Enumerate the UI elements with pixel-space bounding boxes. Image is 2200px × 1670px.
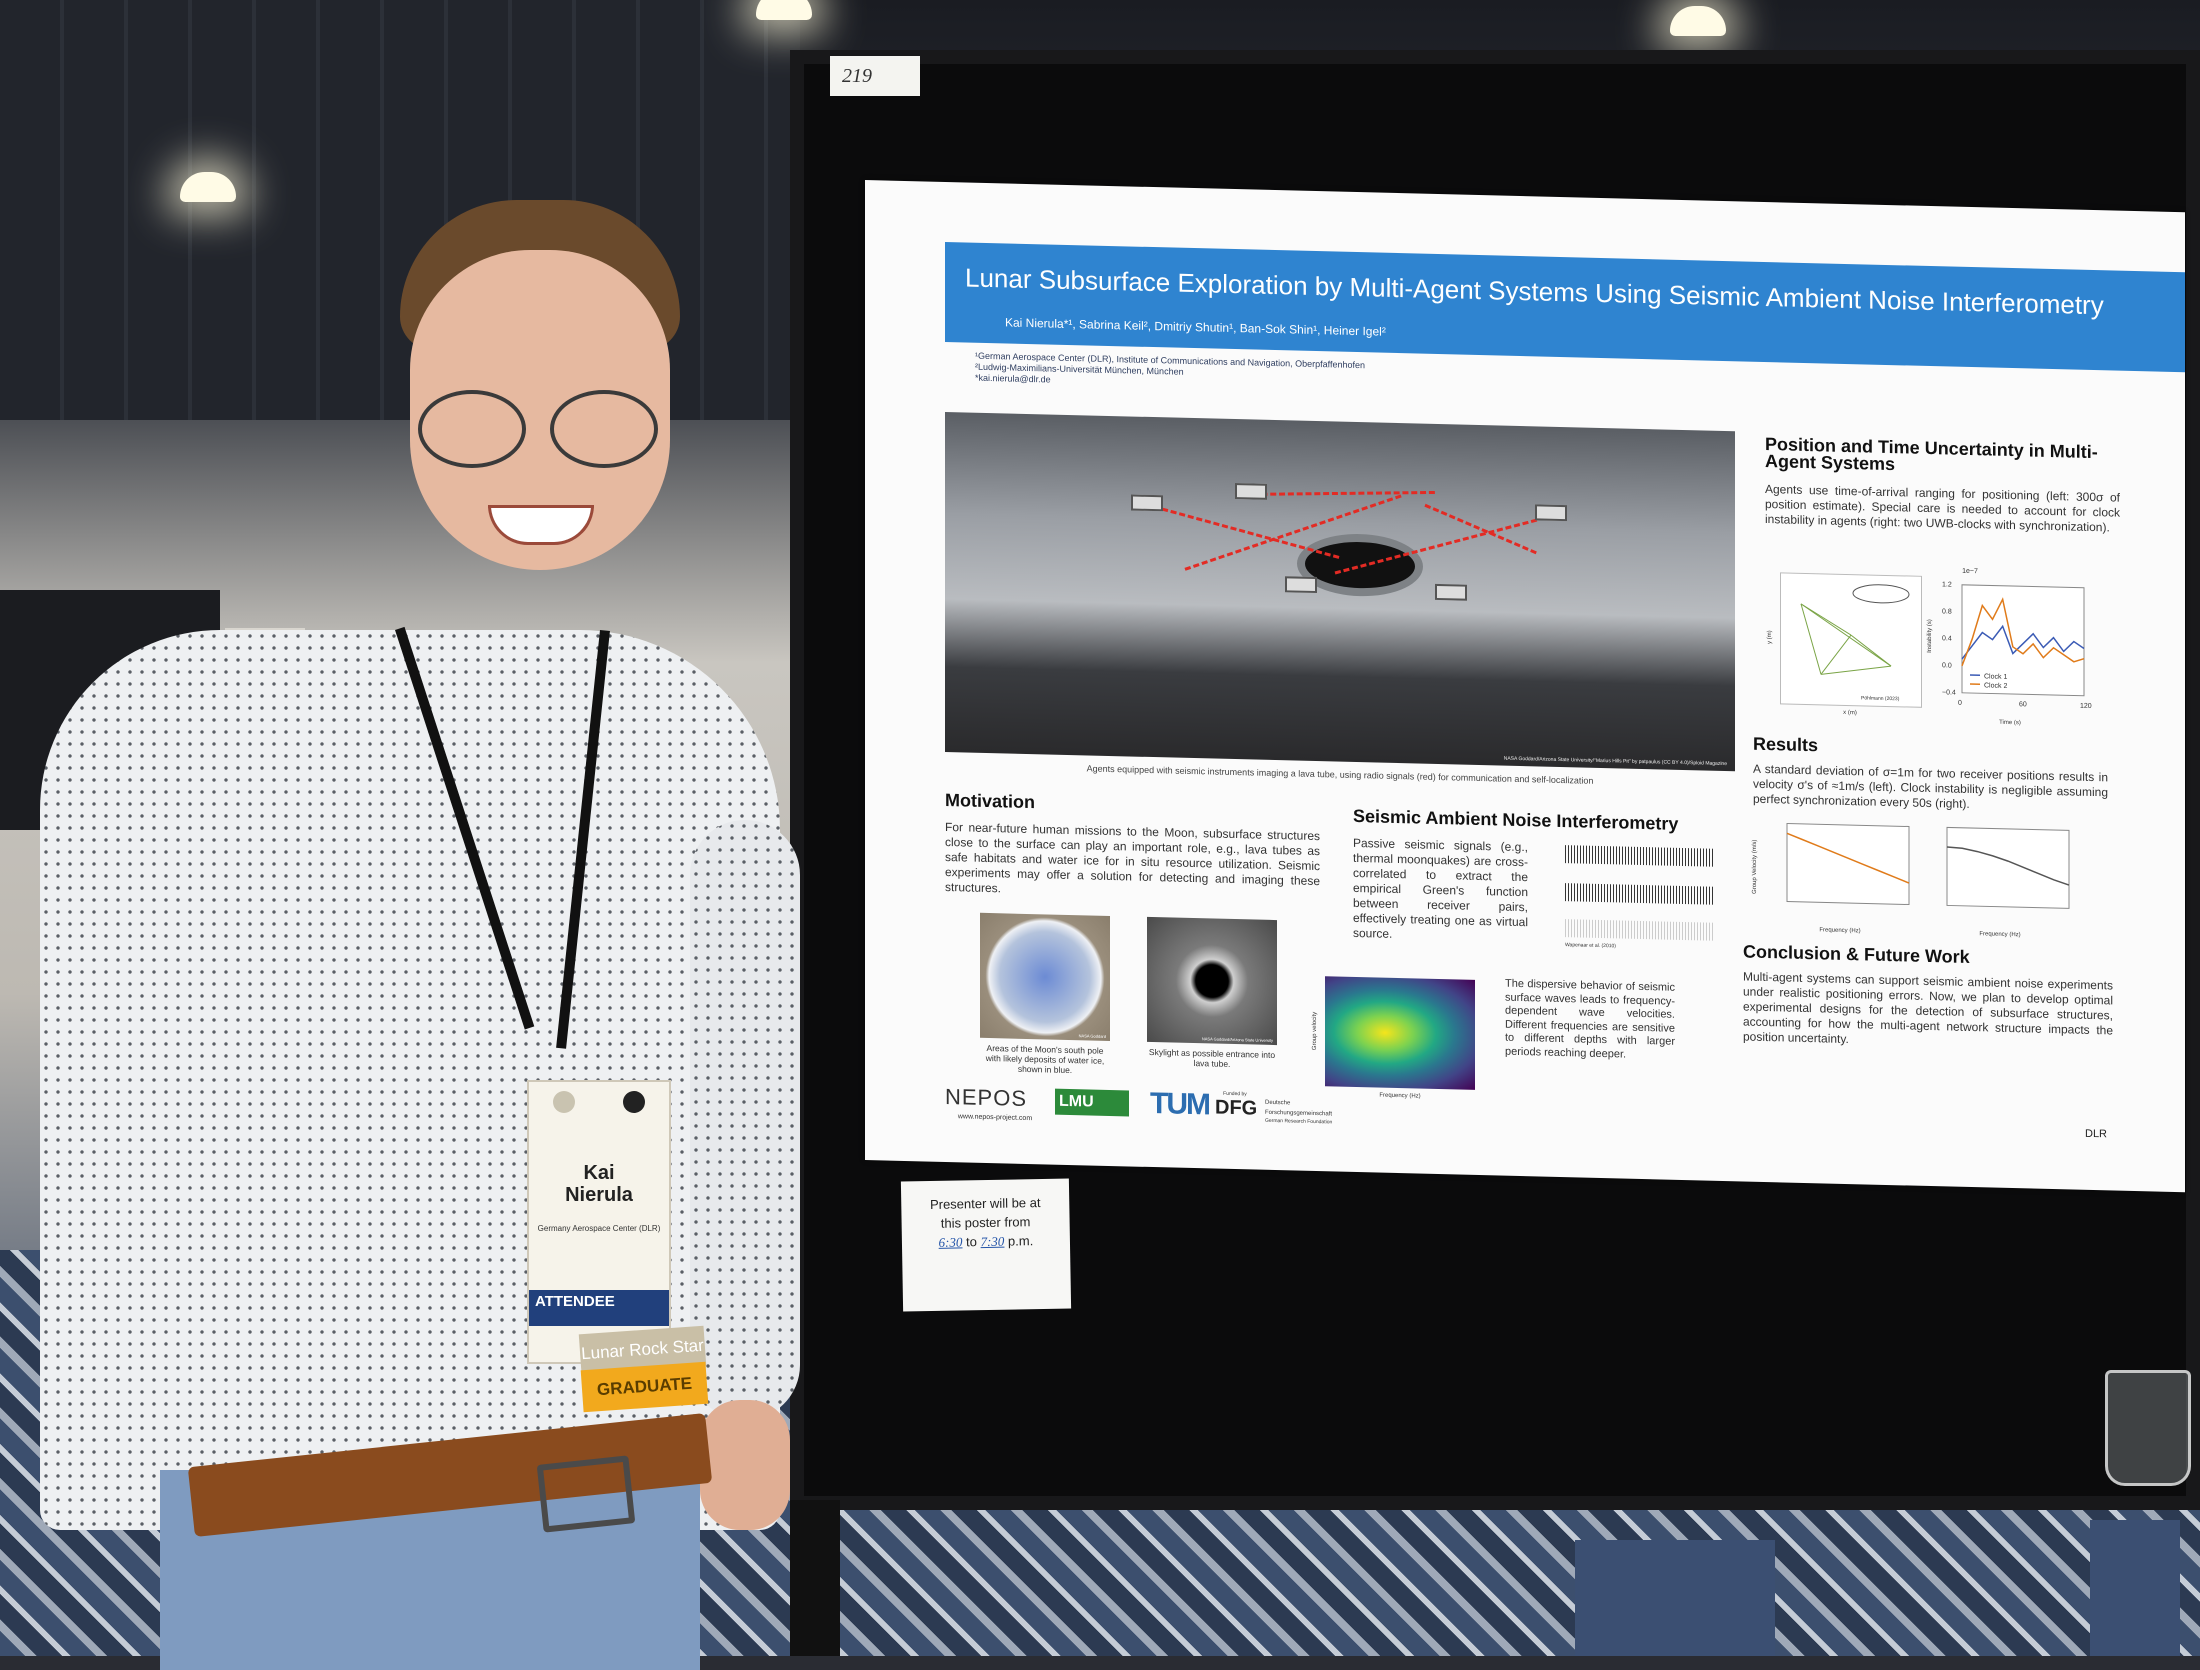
section-title-sani: Seismic Ambient Noise Interferometry	[1353, 806, 1678, 835]
left-plot-ylabel: y (m)	[1765, 617, 1775, 657]
conference-logo-icon	[553, 1091, 575, 1113]
y-tick-label: 0.4	[1942, 635, 1952, 642]
board-leg	[790, 1500, 840, 1656]
section-title-results: Results	[1753, 734, 1818, 757]
clock-ylabel: Instability (s)	[1925, 606, 1935, 666]
y-tick-label: −0.4	[1942, 689, 1956, 696]
note-to-word: to	[966, 1234, 977, 1249]
lunar-surface-illustration: NASA Goddard/Arizona State University/"M…	[945, 412, 1735, 771]
glasses-lens	[418, 390, 526, 468]
plastic-cup	[2105, 1370, 2191, 1486]
note-times: 6:30 to 7:30 p.m.	[902, 1231, 1070, 1253]
left-plot-credit: Pöhlmann (2023)	[1861, 693, 1899, 704]
left-plot-xlabel: x (m)	[1820, 707, 1880, 718]
poster: Lunar Subsurface Exploration by Multi-Ag…	[865, 180, 2185, 1192]
sani-text: Passive seismic signals (e.g., thermal m…	[1353, 836, 1528, 945]
legend-label: Clock 2	[1984, 682, 2007, 690]
seismic-waveform	[1565, 845, 1715, 867]
clock-exponent: 1e−7	[1955, 567, 1985, 578]
network-graph	[1781, 573, 1921, 706]
ceiling	[0, 0, 800, 420]
dfg-logo: DFG	[1215, 1097, 1257, 1121]
position-text: Agents use time-of-arrival ranging for p…	[1765, 482, 2120, 536]
results-ylabel: Group Velocity (m/s)	[1750, 827, 1760, 907]
y-tick-label: 1.2	[1942, 581, 1952, 588]
dfg-name-en: German Research Foundation	[1265, 1116, 1355, 1128]
x-tick-label: 60	[2019, 701, 2027, 708]
poster-affiliations: ¹German Aerospace Center (DLR), Institut…	[975, 351, 1575, 399]
agent-rover	[1235, 483, 1267, 500]
badge-ribbon-graduate: GRADUATE	[581, 1362, 709, 1413]
results-velocity-chart-right	[1925, 821, 2075, 925]
visitor-legs	[1575, 1540, 1775, 1656]
waveform-credit: Wapenaar et al. (2010)	[1565, 940, 1645, 952]
plot-frame	[1947, 827, 2069, 908]
presenter-schedule-note: Presenter will be at this poster from 6:…	[901, 1179, 1071, 1312]
plot-frame	[1962, 585, 2084, 696]
dispersion-heatmap	[1325, 976, 1475, 1090]
badge-first-name: Kai	[529, 1162, 669, 1184]
y-tick-label: 0.8	[1942, 608, 1952, 615]
heatmap-xlabel: Frequency (Hz)	[1325, 1089, 1475, 1103]
results-velocity-chart-left	[1765, 817, 1915, 921]
image-credit: NASA Goddard	[1079, 1033, 1106, 1039]
nepos-logo: NEPOS	[945, 1084, 1027, 1112]
tum-logo: TUM	[1150, 1087, 1209, 1122]
dlr-logo: DLR	[2085, 1128, 2107, 1141]
glasses-lens	[550, 390, 658, 468]
note-suffix: p.m.	[1008, 1233, 1034, 1248]
y-tick-label: 0.0	[1942, 662, 1952, 669]
belt-buckle	[537, 1455, 636, 1532]
presenter-hand	[700, 1400, 790, 1530]
note-to-time: 7:30	[980, 1234, 1004, 1249]
conclusion-text: Multi-agent systems can support seismic …	[1743, 969, 2113, 1053]
board-number-tag: 219	[830, 56, 920, 96]
attendee-badge: Kai Nierula Germany Aerospace Center (DL…	[527, 1080, 671, 1364]
positioning-network-plot: Pöhlmann (2023)	[1780, 572, 1922, 707]
section-title-conclusion: Conclusion & Future Work	[1743, 941, 1970, 968]
x-tick-label: 0	[1958, 700, 1962, 707]
agent-rover	[1535, 504, 1567, 521]
results-text: A standard deviation of σ=1m for two rec…	[1753, 762, 2108, 816]
ceiling-lamp	[756, 0, 812, 20]
badge-organization: Germany Aerospace Center (DLR)	[529, 1224, 669, 1233]
note-from-time: 6:30	[938, 1234, 962, 1249]
seismic-waveform	[1565, 883, 1715, 905]
dispersion-text: The dispersive behavior of seismic surfa…	[1505, 978, 1675, 1063]
presenter-arm	[690, 820, 800, 1420]
water-ice-caption: Areas of the Moon's south pole with like…	[980, 1043, 1110, 1076]
plot-frame	[1787, 824, 1909, 905]
section-title-motivation: Motivation	[945, 790, 1035, 813]
agent-rover	[1435, 584, 1467, 601]
heatmap-ylabel: Group velocity	[1310, 991, 1320, 1071]
round-glasses	[418, 390, 664, 462]
skylight-image: NASA Goddard/Arizona State University	[1147, 917, 1277, 1045]
lmu-logo: LMU	[1055, 1089, 1129, 1117]
section-title-position: Position and Time Uncertainty in Multi-A…	[1765, 436, 2145, 479]
water-ice-image: NASA Goddard	[980, 913, 1110, 1041]
nepos-url: www.nepos-project.com	[945, 1112, 1045, 1124]
agent-rover	[1131, 495, 1163, 512]
badge-last-name: Nierula	[529, 1184, 669, 1206]
badge-logos	[529, 1082, 669, 1122]
results-xlabel: Frequency (Hz)	[1960, 929, 2040, 941]
seismic-waveform	[1565, 919, 1715, 941]
x-tick-label: 120	[2080, 703, 2092, 710]
conference-logo-icon	[623, 1091, 645, 1113]
results-xlabel: Frequency (Hz)	[1800, 925, 1880, 937]
badge-attendee-label: ATTENDEE	[529, 1290, 669, 1326]
skylight-caption: Skylight as possible entrance into lava …	[1147, 1047, 1277, 1070]
clock-xlabel: Time (s)	[1970, 717, 2050, 729]
motivation-text: For near-future human missions to the Mo…	[945, 820, 1320, 904]
image-credit: NASA Goddard/Arizona State University	[1202, 1036, 1273, 1043]
image-credit: NASA Goddard/Arizona State University/"M…	[1504, 756, 1727, 767]
visitor-legs	[2090, 1520, 2180, 1656]
agent-rover	[1285, 576, 1317, 593]
legend-label: Clock 1	[1984, 673, 2007, 681]
